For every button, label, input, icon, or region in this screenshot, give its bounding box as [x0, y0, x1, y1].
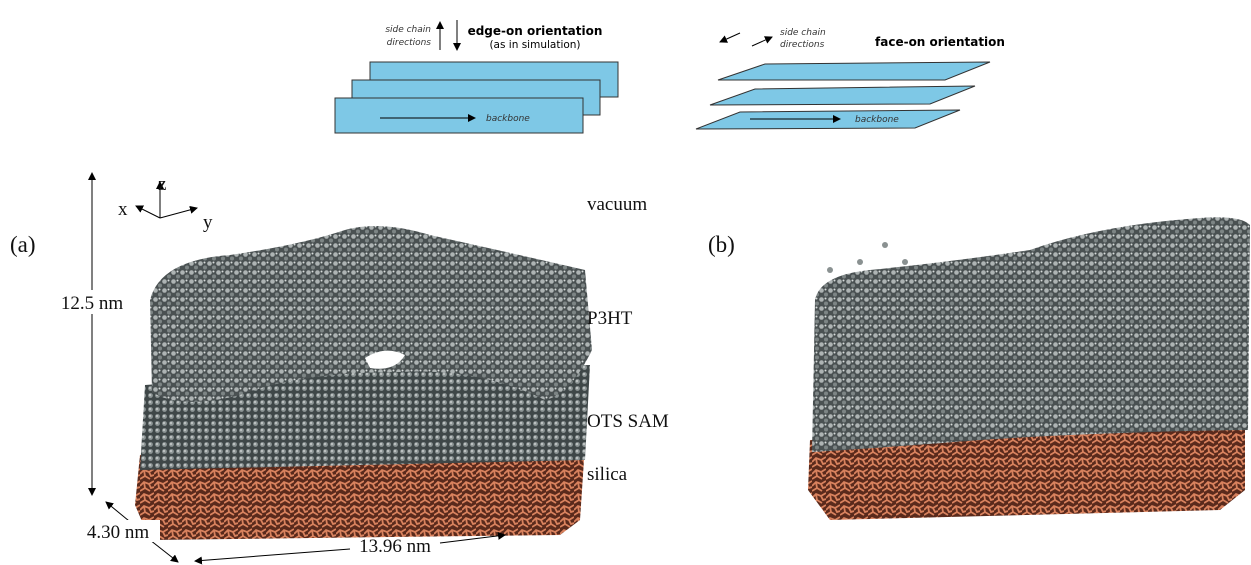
panel-b: (b) [708, 217, 1250, 520]
face-on-schematic: side chain directions face-on orientatio… [696, 28, 1005, 129]
axis-label: y [203, 212, 213, 233]
plate [335, 98, 583, 133]
p3ht-render [812, 217, 1250, 452]
layer-label: silica [587, 464, 628, 485]
atom [857, 259, 863, 265]
edge-on-schematic: side chain directions edge-on orientatio… [335, 20, 618, 133]
panel-label: (a) [10, 232, 36, 257]
arrow [720, 33, 740, 42]
plane [718, 62, 990, 80]
layer-label: vacuum [587, 194, 647, 215]
dimension-label: 13.96 nm [359, 536, 431, 557]
dimension-label: 12.5 nm [61, 293, 124, 314]
label: side chain [385, 25, 431, 35]
arrow [150, 540, 178, 562]
subtitle: (as in simulation) [489, 39, 580, 51]
plane [710, 86, 975, 105]
axis-label: z [158, 174, 166, 195]
label: side chain [780, 28, 826, 38]
arrow [752, 37, 772, 46]
label: directions [387, 38, 432, 48]
atom [882, 242, 888, 248]
figure: side chain directions edge-on orientatio… [0, 0, 1251, 565]
label: backbone [486, 114, 530, 124]
axis [136, 206, 160, 218]
axis-label: x [118, 199, 128, 220]
title: face-on orientation [875, 35, 1005, 49]
atom [827, 267, 833, 273]
panel-label: (b) [708, 232, 735, 257]
title: edge-on orientation [468, 24, 603, 38]
layer-label: P3HT [587, 308, 633, 329]
layer-label: OTS SAM [587, 411, 669, 432]
axis [160, 208, 197, 218]
dimension-label: 4.30 nm [87, 522, 150, 543]
arrow [195, 549, 350, 561]
label: directions [780, 40, 825, 50]
label: backbone [855, 115, 899, 125]
panel-a: (a) 12.5 nm z x y vacuum P3HT OTS SAM si… [10, 173, 669, 562]
atom [902, 259, 908, 265]
